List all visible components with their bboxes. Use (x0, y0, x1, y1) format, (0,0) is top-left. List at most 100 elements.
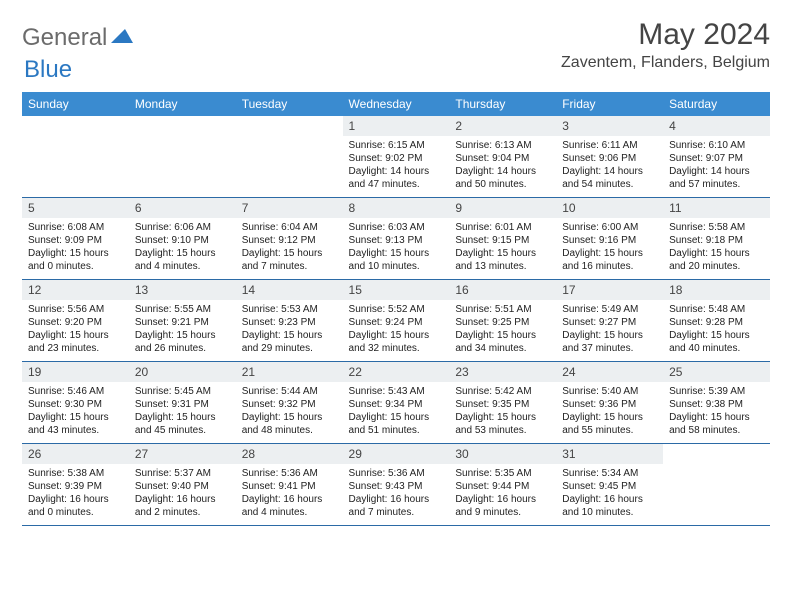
day-number: 28 (236, 444, 343, 464)
daylight-line: Daylight: 15 hours and 0 minutes. (28, 247, 123, 273)
sunset-line: Sunset: 9:10 PM (135, 234, 230, 247)
day-body: Sunrise: 5:52 AMSunset: 9:24 PMDaylight:… (343, 300, 450, 361)
calendar-cell: 11 Sunrise: 5:58 AMSunset: 9:18 PMDayligh… (663, 198, 770, 280)
day-body: Sunrise: 5:53 AMSunset: 9:23 PMDaylight:… (236, 300, 343, 361)
sunset-line: Sunset: 9:15 PM (455, 234, 550, 247)
day-number (236, 116, 343, 134)
day-number: 8 (343, 198, 450, 218)
calendar-cell: 16Sunrise: 5:51 AMSunset: 9:25 PMDayligh… (449, 280, 556, 362)
day-number: 11 (663, 198, 770, 218)
day-number: 18 (663, 280, 770, 300)
sunset-line: Sunset: 9:04 PM (455, 152, 550, 165)
daylight-line: Daylight: 15 hours and 32 minutes. (349, 329, 444, 355)
sunset-line: Sunset: 9:02 PM (349, 152, 444, 165)
calendar-cell: 8Sunrise: 6:03 AMSunset: 9:13 PMDaylight… (343, 198, 450, 280)
day-number: 20 (129, 362, 236, 382)
daylight-line: Daylight: 15 hours and 7 minutes. (242, 247, 337, 273)
sunrise-line: Sunrise: 5:48 AM (669, 303, 764, 316)
day-body: Sunrise: 6:00 AMSunset: 9:16 PMDaylight:… (556, 218, 663, 279)
calendar-cell: 2Sunrise: 6:13 AMSunset: 9:04 PMDaylight… (449, 116, 556, 198)
day-body: Sunrise: 5:43 AMSunset: 9:34 PMDaylight:… (343, 382, 450, 443)
day-body: Sunrise: 5:42 AMSunset: 9:35 PMDaylight:… (449, 382, 556, 443)
day-body: Sunrise: 6:08 AMSunset: 9:09 PMDaylight:… (22, 218, 129, 279)
calendar-cell: 30Sunrise: 5:35 AMSunset: 9:44 PMDayligh… (449, 444, 556, 526)
day-number: 3 (556, 116, 663, 136)
day-body (236, 134, 343, 192)
calendar-cell: 22Sunrise: 5:43 AMSunset: 9:34 PMDayligh… (343, 362, 450, 444)
calendar-cell: 10Sunrise: 6:00 AMSunset: 9:16 PMDayligh… (556, 198, 663, 280)
day-number: 21 (236, 362, 343, 382)
sunset-line: Sunset: 9:12 PM (242, 234, 337, 247)
calendar-cell: 26Sunrise: 5:38 AMSunset: 9:39 PMDayligh… (22, 444, 129, 526)
day-number: 29 (343, 444, 450, 464)
day-number: 25 (663, 362, 770, 382)
daylight-line: Daylight: 16 hours and 7 minutes. (349, 493, 444, 519)
sunset-line: Sunset: 9:18 PM (669, 234, 764, 247)
day-header: Saturday (663, 92, 770, 116)
day-body: Sunrise: 6:13 AMSunset: 9:04 PMDaylight:… (449, 136, 556, 197)
sunrise-line: Sunrise: 5:40 AM (562, 385, 657, 398)
calendar-cell: 29Sunrise: 5:36 AMSunset: 9:43 PMDayligh… (343, 444, 450, 526)
logo-text-2: Blue (24, 56, 72, 83)
day-number: 19 (22, 362, 129, 382)
daylight-line: Daylight: 15 hours and 53 minutes. (455, 411, 550, 437)
sunrise-line: Sunrise: 6:06 AM (135, 221, 230, 234)
day-number: 16 (449, 280, 556, 300)
sunrise-line: Sunrise: 5:43 AM (349, 385, 444, 398)
daylight-line: Daylight: 16 hours and 4 minutes. (242, 493, 337, 519)
calendar-page: General May 2024 Zaventem, Flanders, Bel… (0, 0, 792, 612)
calendar-cell: 23Sunrise: 5:42 AMSunset: 9:35 PMDayligh… (449, 362, 556, 444)
calendar-cell (663, 444, 770, 526)
day-number: 14 (236, 280, 343, 300)
daylight-line: Daylight: 15 hours and 58 minutes. (669, 411, 764, 437)
sunset-line: Sunset: 9:43 PM (349, 480, 444, 493)
calendar-cell: 20Sunrise: 5:45 AMSunset: 9:31 PMDayligh… (129, 362, 236, 444)
sunrise-line: Sunrise: 5:58 AM (669, 221, 764, 234)
day-header: Friday (556, 92, 663, 116)
day-number: 12 (22, 280, 129, 300)
day-body: Sunrise: 5:40 AMSunset: 9:36 PMDaylight:… (556, 382, 663, 443)
sunrise-line: Sunrise: 6:15 AM (349, 139, 444, 152)
daylight-line: Daylight: 15 hours and 13 minutes. (455, 247, 550, 273)
sunrise-line: Sunrise: 5:44 AM (242, 385, 337, 398)
calendar-cell (236, 116, 343, 198)
daylight-line: Daylight: 15 hours and 55 minutes. (562, 411, 657, 437)
day-header: Sunday (22, 92, 129, 116)
day-body: Sunrise: 6:11 AMSunset: 9:06 PMDaylight:… (556, 136, 663, 197)
day-body: Sunrise: 5:36 AMSunset: 9:43 PMDaylight:… (343, 464, 450, 525)
day-number: 27 (129, 444, 236, 464)
sunrise-line: Sunrise: 5:56 AM (28, 303, 123, 316)
daylight-line: Daylight: 14 hours and 50 minutes. (455, 165, 550, 191)
sunset-line: Sunset: 9:27 PM (562, 316, 657, 329)
day-body: Sunrise: 5:55 AMSunset: 9:21 PMDaylight:… (129, 300, 236, 361)
calendar-cell: 13Sunrise: 5:55 AMSunset: 9:21 PMDayligh… (129, 280, 236, 362)
logo-text-1: General (22, 24, 107, 52)
day-body: Sunrise: 5:37 AMSunset: 9:40 PMDaylight:… (129, 464, 236, 525)
sunset-line: Sunset: 9:38 PM (669, 398, 764, 411)
sunset-line: Sunset: 9:31 PM (135, 398, 230, 411)
sunset-line: Sunset: 9:20 PM (28, 316, 123, 329)
calendar-head: SundayMondayTuesdayWednesdayThursdayFrid… (22, 92, 770, 116)
daylight-line: Daylight: 15 hours and 20 minutes. (669, 247, 764, 273)
day-body: Sunrise: 5:38 AMSunset: 9:39 PMDaylight:… (22, 464, 129, 525)
calendar-cell: 9Sunrise: 6:01 AMSunset: 9:15 PMDaylight… (449, 198, 556, 280)
day-body: Sunrise: 6:01 AMSunset: 9:15 PMDaylight:… (449, 218, 556, 279)
sunset-line: Sunset: 9:35 PM (455, 398, 550, 411)
sunset-line: Sunset: 9:23 PM (242, 316, 337, 329)
calendar-cell: 18Sunrise: 5:48 AMSunset: 9:28 PMDayligh… (663, 280, 770, 362)
sunset-line: Sunset: 9:45 PM (562, 480, 657, 493)
calendar-cell: 7Sunrise: 6:04 AMSunset: 9:12 PMDaylight… (236, 198, 343, 280)
daylight-line: Daylight: 16 hours and 2 minutes. (135, 493, 230, 519)
day-body: Sunrise: 5:39 AMSunset: 9:38 PMDaylight:… (663, 382, 770, 443)
logo-triangle-icon (111, 27, 133, 50)
day-number: 23 (449, 362, 556, 382)
daylight-line: Daylight: 15 hours and 29 minutes. (242, 329, 337, 355)
sunrise-line: Sunrise: 5:38 AM (28, 467, 123, 480)
day-number: 22 (343, 362, 450, 382)
day-header: Tuesday (236, 92, 343, 116)
calendar-cell: 28Sunrise: 5:36 AMSunset: 9:41 PMDayligh… (236, 444, 343, 526)
day-body: Sunrise: 5:34 AMSunset: 9:45 PMDaylight:… (556, 464, 663, 525)
calendar-cell (129, 116, 236, 198)
day-body: Sunrise: 5:36 AMSunset: 9:41 PMDaylight:… (236, 464, 343, 525)
day-body: Sunrise: 6:03 AMSunset: 9:13 PMDaylight:… (343, 218, 450, 279)
